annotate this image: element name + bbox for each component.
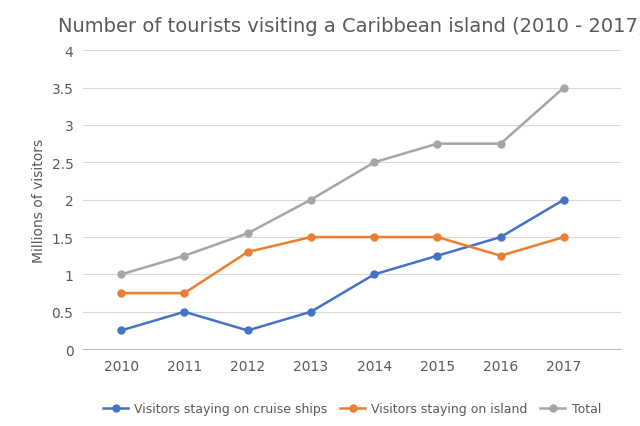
- Total: [117, 272, 125, 277]
- Total: [433, 142, 441, 147]
- Total: [307, 198, 315, 203]
- Visitors staying on island: [307, 235, 315, 240]
- Total: [244, 231, 252, 236]
- Visitors staying on cruise ships: [497, 235, 504, 240]
- Visitors staying on cruise ships: [307, 309, 315, 314]
- Y-axis label: Millions of visitors: Millions of visitors: [32, 138, 46, 262]
- Title: Number of tourists visiting a Caribbean island (2010 - 2017): Number of tourists visiting a Caribbean …: [58, 17, 640, 36]
- Visitors staying on cruise ships: [560, 198, 568, 203]
- Total: [560, 86, 568, 91]
- Total: [371, 160, 378, 165]
- Visitors staying on island: [497, 253, 504, 259]
- Visitors staying on cruise ships: [180, 309, 188, 314]
- Total: [497, 142, 504, 147]
- Visitors staying on island: [180, 291, 188, 296]
- Visitors staying on cruise ships: [244, 328, 252, 333]
- Total: [180, 253, 188, 259]
- Line: Visitors staying on cruise ships: Visitors staying on cruise ships: [118, 197, 567, 334]
- Visitors staying on island: [433, 235, 441, 240]
- Legend: Visitors staying on cruise ships, Visitors staying on island, Total: Visitors staying on cruise ships, Visito…: [98, 397, 606, 420]
- Visitors staying on island: [371, 235, 378, 240]
- Line: Visitors staying on island: Visitors staying on island: [118, 234, 567, 297]
- Visitors staying on island: [117, 291, 125, 296]
- Line: Total: Total: [118, 85, 567, 278]
- Visitors staying on cruise ships: [433, 253, 441, 259]
- Visitors staying on island: [560, 235, 568, 240]
- Visitors staying on cruise ships: [371, 272, 378, 277]
- Visitors staying on island: [244, 250, 252, 255]
- Visitors staying on cruise ships: [117, 328, 125, 333]
